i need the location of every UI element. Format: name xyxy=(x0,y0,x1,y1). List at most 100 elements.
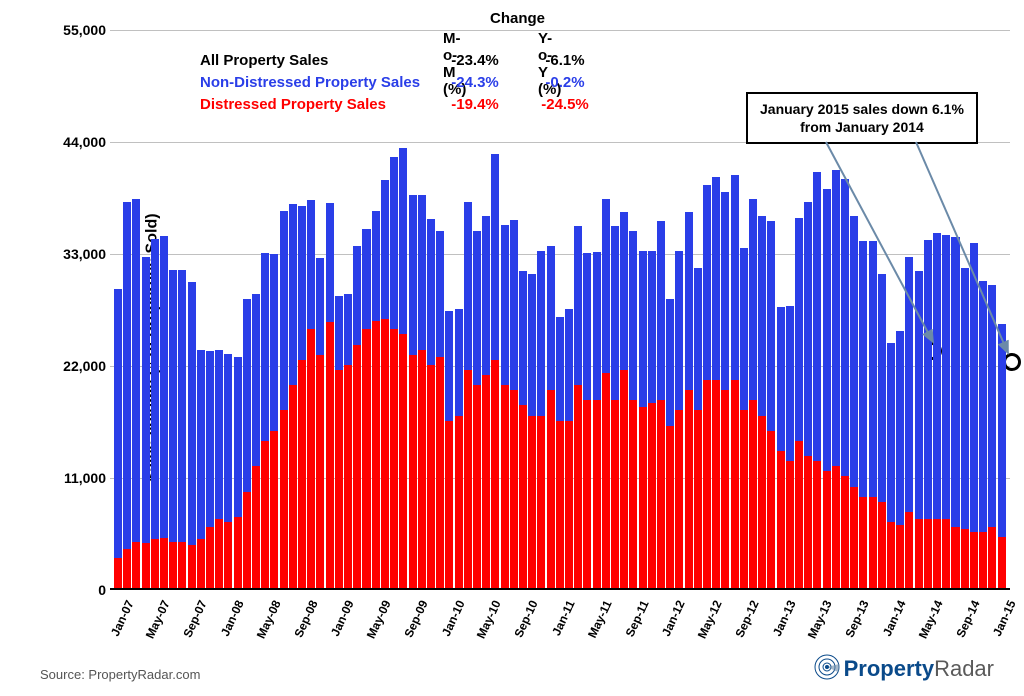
bar-distressed xyxy=(261,441,269,588)
bar-non-distressed xyxy=(123,202,131,549)
bar-distressed xyxy=(933,519,941,588)
x-tick-label: May-08 xyxy=(245,598,283,658)
bar-non-distressed xyxy=(611,226,619,401)
bar-group xyxy=(657,30,665,588)
bar-non-distressed xyxy=(685,212,693,391)
logo-text-2: Radar xyxy=(934,656,994,681)
bar-group xyxy=(326,30,334,588)
bar-distressed xyxy=(712,380,720,588)
bar-non-distressed xyxy=(280,211,288,411)
bar-non-distressed xyxy=(979,281,987,533)
bar-distressed xyxy=(905,512,913,588)
bar-non-distressed xyxy=(942,235,950,519)
x-tick-label: Jan-13 xyxy=(760,598,798,658)
bar-non-distressed xyxy=(777,307,785,451)
bar-group xyxy=(666,30,674,588)
bar-distressed xyxy=(381,319,389,588)
bar-non-distressed xyxy=(114,289,122,558)
bar-distressed xyxy=(951,527,959,588)
bar-non-distressed xyxy=(298,206,306,360)
bar-distressed xyxy=(795,441,803,588)
bar-distressed xyxy=(307,329,315,588)
bar-distressed xyxy=(657,400,665,588)
bar-group xyxy=(905,30,913,588)
bar-group xyxy=(418,30,426,588)
bar-group xyxy=(556,30,564,588)
bar-group xyxy=(519,30,527,588)
bar-distressed xyxy=(362,329,370,588)
x-tick-label: May-11 xyxy=(576,598,614,658)
x-tick-label: Sep-11 xyxy=(613,598,651,658)
bar-non-distressed xyxy=(409,195,417,354)
bar-group xyxy=(721,30,729,588)
bar-group xyxy=(859,30,867,588)
bar-non-distressed xyxy=(731,175,739,380)
bar-group xyxy=(215,30,223,588)
bar-non-distressed xyxy=(767,221,775,431)
bar-distressed xyxy=(390,329,398,588)
bar-distressed xyxy=(602,373,610,588)
bar-group xyxy=(731,30,739,588)
bar-non-distressed xyxy=(519,271,527,405)
bar-non-distressed xyxy=(804,202,812,456)
bar-distressed xyxy=(510,390,518,588)
bar-group xyxy=(151,30,159,588)
bar-non-distressed xyxy=(289,204,297,386)
bar-distressed xyxy=(961,529,969,588)
bar-group xyxy=(813,30,821,588)
bar-non-distressed xyxy=(335,296,343,370)
bar-group xyxy=(694,30,702,588)
bar-group xyxy=(611,30,619,588)
bar-group xyxy=(896,30,904,588)
logo-text-1: Property xyxy=(844,656,934,681)
bar-group xyxy=(970,30,978,588)
bar-non-distressed xyxy=(915,271,923,519)
bar-non-distressed xyxy=(988,285,996,527)
bar-distressed xyxy=(998,537,1006,588)
bar-non-distressed xyxy=(666,299,674,426)
bar-distressed xyxy=(731,380,739,588)
bar-distressed xyxy=(132,542,140,588)
y-tick-label: 11,000 xyxy=(46,470,106,486)
bar-distressed xyxy=(344,365,352,588)
radar-icon xyxy=(814,654,840,686)
bar-non-distressed xyxy=(381,180,389,319)
bar-distressed xyxy=(501,385,509,588)
bar-distressed xyxy=(988,527,996,588)
bar-group xyxy=(565,30,573,588)
bar-non-distressed xyxy=(215,350,223,519)
logo: PropertyRadar xyxy=(814,654,994,686)
bar-group xyxy=(335,30,343,588)
bar-distressed xyxy=(703,380,711,588)
bar-group xyxy=(390,30,398,588)
bar-non-distressed xyxy=(418,195,426,349)
bar-non-distressed xyxy=(151,239,159,539)
bar-group xyxy=(574,30,582,588)
bar-non-distressed xyxy=(620,212,628,370)
bar-group xyxy=(979,30,987,588)
bar-group xyxy=(786,30,794,588)
bar-non-distressed xyxy=(712,177,720,380)
bar-non-distressed xyxy=(547,246,555,390)
bar-group xyxy=(132,30,140,588)
bar-distressed xyxy=(749,400,757,588)
x-tick-label: Jan-08 xyxy=(209,598,247,658)
bar-non-distressed xyxy=(169,270,177,542)
bar-distressed xyxy=(188,545,196,588)
bar-non-distressed xyxy=(869,241,877,497)
bar-distressed xyxy=(648,403,656,588)
bar-non-distressed xyxy=(657,221,665,401)
bar-distressed xyxy=(767,431,775,588)
bar-non-distressed xyxy=(629,231,637,400)
bar-group xyxy=(593,30,601,588)
bar-distressed xyxy=(758,416,766,588)
x-tick-label: May-07 xyxy=(135,598,173,658)
bar-distressed xyxy=(409,355,417,588)
bar-distressed xyxy=(123,549,131,588)
bar-distressed xyxy=(611,400,619,588)
bar-group xyxy=(583,30,591,588)
bar-distressed xyxy=(353,345,361,588)
bar-distressed xyxy=(685,390,693,588)
y-tick-label: 44,000 xyxy=(46,134,106,150)
bar-distressed xyxy=(528,416,536,588)
